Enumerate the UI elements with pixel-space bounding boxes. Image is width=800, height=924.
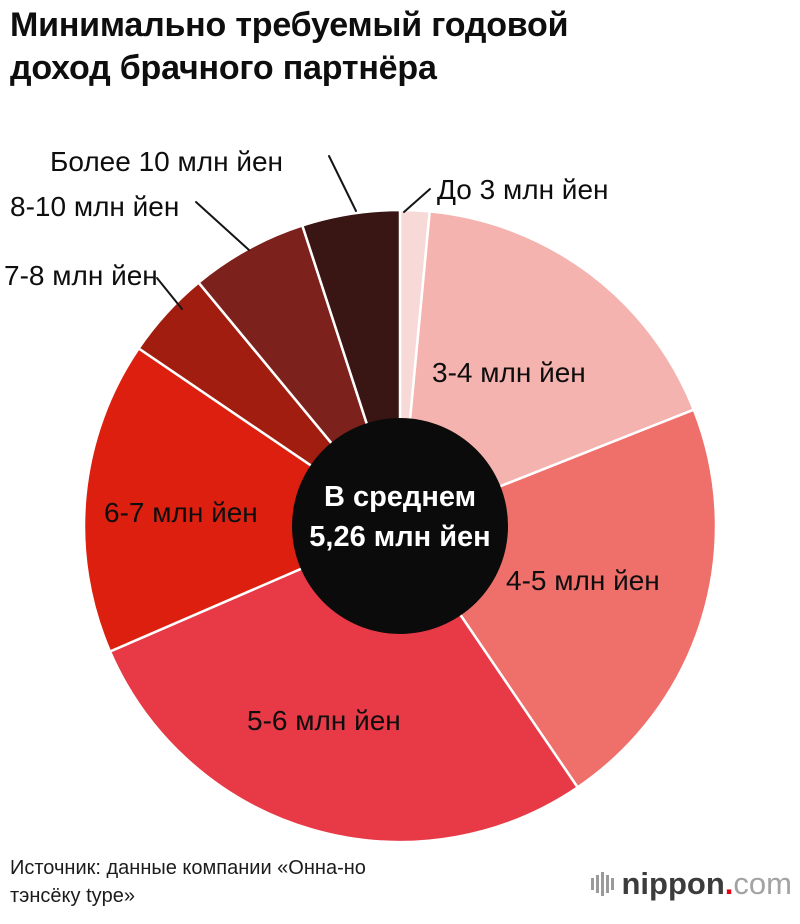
slice-label-3-4: 3-4 млн йен xyxy=(432,357,586,388)
center-note-line1: В среднем xyxy=(323,481,477,513)
source-note: Источник: данные компании «Онна-но тэнсё… xyxy=(10,857,366,907)
page-title: Минимально требуемый годовой доход брачн… xyxy=(10,6,569,87)
leader-line-7-8 xyxy=(156,277,183,310)
leader-line-8-10 xyxy=(195,201,250,251)
slice-label-bolee-10: Более 10 млн йен xyxy=(50,146,284,177)
nippon-logo-tld: com xyxy=(733,866,792,901)
leader-lines xyxy=(156,155,431,310)
slice-label-6-7: 6-7 млн йен xyxy=(104,497,258,528)
slice-label-4-5: 4-5 млн йен xyxy=(506,565,660,596)
slice-label-5-6: 5-6 млн йен xyxy=(247,705,401,736)
center-note-line2: 5,26 млн йен xyxy=(309,521,491,554)
leader-line-do-3 xyxy=(403,188,431,213)
slice-label-do-3: До 3 млн йен xyxy=(437,174,609,205)
nippon-logo-dot: . xyxy=(724,866,734,901)
slice-label-7-8: 7-8 млн йен xyxy=(4,260,158,291)
pie-slices xyxy=(82,208,718,844)
slice-label-8-10: 8-10 млн йен xyxy=(10,191,180,222)
center-circle xyxy=(292,418,508,634)
pie-slice-4 xyxy=(82,347,402,653)
nippon-logo-text: nippon. com xyxy=(622,868,793,899)
center-note: В среднем 5,26 млн йен xyxy=(283,477,517,557)
nippon-logo-bars-icon xyxy=(590,871,614,896)
leader-line-bolee-10 xyxy=(328,155,357,212)
nippon-logo-brand: nippon xyxy=(621,866,725,901)
pie-slice-3 xyxy=(108,524,579,844)
nippon-logo[interactable]: nippon. com xyxy=(590,868,793,899)
